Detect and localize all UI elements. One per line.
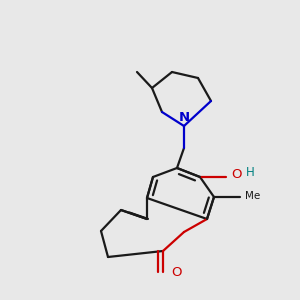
Text: Me: Me xyxy=(245,191,260,201)
Text: O: O xyxy=(231,167,242,181)
Text: H: H xyxy=(246,166,255,178)
Text: N: N xyxy=(178,111,190,124)
Text: O: O xyxy=(171,266,181,278)
